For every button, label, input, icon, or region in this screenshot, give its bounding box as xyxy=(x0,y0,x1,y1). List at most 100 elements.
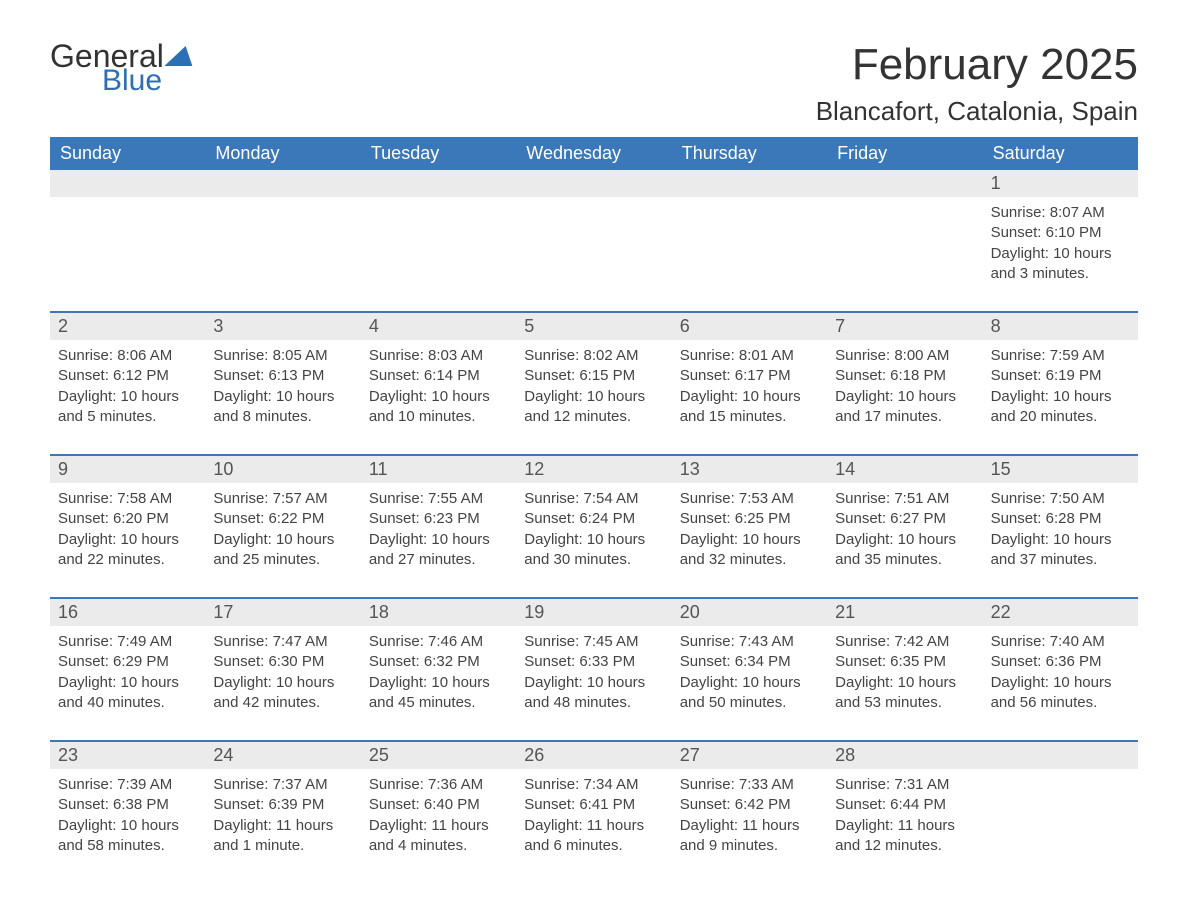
sunset-text: Sunset: 6:40 PM xyxy=(369,795,508,815)
sunrise-text: Sunrise: 7:40 AM xyxy=(991,632,1130,652)
week-row: 16171819202122Sunrise: 7:49 AMSunset: 6:… xyxy=(50,597,1138,726)
day-number: 11 xyxy=(361,456,516,483)
day1-text: Daylight: 10 hours xyxy=(835,673,974,693)
day-number: 27 xyxy=(672,742,827,769)
sunset-text: Sunset: 6:36 PM xyxy=(991,652,1130,672)
header: General Blue February 2025 Blancafort, C… xyxy=(50,40,1138,127)
day1-text: Daylight: 10 hours xyxy=(524,530,663,550)
daynum-strip: 9101112131415 xyxy=(50,454,1138,483)
location: Blancafort, Catalonia, Spain xyxy=(816,96,1138,127)
day-number xyxy=(516,170,671,197)
day-number xyxy=(50,170,205,197)
sunset-text: Sunset: 6:29 PM xyxy=(58,652,197,672)
day1-text: Daylight: 10 hours xyxy=(58,816,197,836)
day-number: 5 xyxy=(516,313,671,340)
day-cell: Sunrise: 7:59 AMSunset: 6:19 PMDaylight:… xyxy=(983,340,1138,440)
day-number: 23 xyxy=(50,742,205,769)
sunrise-text: Sunrise: 7:33 AM xyxy=(680,775,819,795)
sunset-text: Sunset: 6:25 PM xyxy=(680,509,819,529)
day-number xyxy=(672,170,827,197)
week-row: 1Sunrise: 8:07 AMSunset: 6:10 PMDaylight… xyxy=(50,170,1138,297)
day2-text: and 17 minutes. xyxy=(835,407,974,427)
day-number: 18 xyxy=(361,599,516,626)
day2-text: and 25 minutes. xyxy=(213,550,352,570)
day-cell: Sunrise: 8:00 AMSunset: 6:18 PMDaylight:… xyxy=(827,340,982,440)
day2-text: and 3 minutes. xyxy=(991,264,1130,284)
calendar: Sunday Monday Tuesday Wednesday Thursday… xyxy=(50,137,1138,869)
day1-text: Daylight: 10 hours xyxy=(991,530,1130,550)
day-cell xyxy=(516,197,671,297)
day2-text: and 5 minutes. xyxy=(58,407,197,427)
sunrise-text: Sunrise: 7:58 AM xyxy=(58,489,197,509)
day-number xyxy=(827,170,982,197)
day-header: Sunday xyxy=(50,137,205,170)
day1-text: Daylight: 10 hours xyxy=(524,673,663,693)
sunset-text: Sunset: 6:20 PM xyxy=(58,509,197,529)
day-cell: Sunrise: 7:51 AMSunset: 6:27 PMDaylight:… xyxy=(827,483,982,583)
sunrise-text: Sunrise: 8:02 AM xyxy=(524,346,663,366)
sunrise-text: Sunrise: 7:55 AM xyxy=(369,489,508,509)
day1-text: Daylight: 10 hours xyxy=(680,673,819,693)
day-number: 10 xyxy=(205,456,360,483)
day-cell: Sunrise: 7:53 AMSunset: 6:25 PMDaylight:… xyxy=(672,483,827,583)
day2-text: and 56 minutes. xyxy=(991,693,1130,713)
day-number: 12 xyxy=(516,456,671,483)
sunrise-text: Sunrise: 8:05 AM xyxy=(213,346,352,366)
day2-text: and 1 minute. xyxy=(213,836,352,856)
day-number xyxy=(205,170,360,197)
day-number: 6 xyxy=(672,313,827,340)
sunset-text: Sunset: 6:44 PM xyxy=(835,795,974,815)
day-cell: Sunrise: 7:57 AMSunset: 6:22 PMDaylight:… xyxy=(205,483,360,583)
sunrise-text: Sunrise: 7:37 AM xyxy=(213,775,352,795)
day1-text: Daylight: 10 hours xyxy=(680,387,819,407)
sunrise-text: Sunrise: 7:46 AM xyxy=(369,632,508,652)
day1-text: Daylight: 10 hours xyxy=(213,387,352,407)
day-cell: Sunrise: 7:43 AMSunset: 6:34 PMDaylight:… xyxy=(672,626,827,726)
sunset-text: Sunset: 6:10 PM xyxy=(991,223,1130,243)
day2-text: and 37 minutes. xyxy=(991,550,1130,570)
day-number: 24 xyxy=(205,742,360,769)
daynum-strip: 1 xyxy=(50,170,1138,197)
sunrise-text: Sunrise: 7:36 AM xyxy=(369,775,508,795)
day-number: 13 xyxy=(672,456,827,483)
sunset-text: Sunset: 6:27 PM xyxy=(835,509,974,529)
day-number: 9 xyxy=(50,456,205,483)
logo: General Blue xyxy=(50,40,196,96)
daynum-strip: 232425262728 xyxy=(50,740,1138,769)
day-cell: Sunrise: 8:02 AMSunset: 6:15 PMDaylight:… xyxy=(516,340,671,440)
sunset-text: Sunset: 6:15 PM xyxy=(524,366,663,386)
day-cell: Sunrise: 7:39 AMSunset: 6:38 PMDaylight:… xyxy=(50,769,205,869)
day-cell: Sunrise: 7:55 AMSunset: 6:23 PMDaylight:… xyxy=(361,483,516,583)
sunrise-text: Sunrise: 7:43 AM xyxy=(680,632,819,652)
day1-text: Daylight: 10 hours xyxy=(58,530,197,550)
day-cell xyxy=(983,769,1138,869)
day1-text: Daylight: 10 hours xyxy=(58,673,197,693)
day-header: Friday xyxy=(827,137,982,170)
day1-text: Daylight: 11 hours xyxy=(369,816,508,836)
logo-text-blue: Blue xyxy=(102,66,164,96)
sunset-text: Sunset: 6:32 PM xyxy=(369,652,508,672)
sunrise-text: Sunrise: 8:03 AM xyxy=(369,346,508,366)
sunset-text: Sunset: 6:14 PM xyxy=(369,366,508,386)
day-cell: Sunrise: 7:47 AMSunset: 6:30 PMDaylight:… xyxy=(205,626,360,726)
day-number xyxy=(361,170,516,197)
day1-text: Daylight: 10 hours xyxy=(524,387,663,407)
day-number: 19 xyxy=(516,599,671,626)
month-title: February 2025 xyxy=(816,40,1138,90)
day2-text: and 12 minutes. xyxy=(835,836,974,856)
day-cell: Sunrise: 7:45 AMSunset: 6:33 PMDaylight:… xyxy=(516,626,671,726)
day-cell: Sunrise: 7:50 AMSunset: 6:28 PMDaylight:… xyxy=(983,483,1138,583)
day-number: 25 xyxy=(361,742,516,769)
day-cell xyxy=(361,197,516,297)
day2-text: and 12 minutes. xyxy=(524,407,663,427)
sunset-text: Sunset: 6:19 PM xyxy=(991,366,1130,386)
sunset-text: Sunset: 6:39 PM xyxy=(213,795,352,815)
day-number: 15 xyxy=(983,456,1138,483)
day2-text: and 10 minutes. xyxy=(369,407,508,427)
day1-text: Daylight: 10 hours xyxy=(213,530,352,550)
day-cell: Sunrise: 7:58 AMSunset: 6:20 PMDaylight:… xyxy=(50,483,205,583)
day-cell: Sunrise: 7:40 AMSunset: 6:36 PMDaylight:… xyxy=(983,626,1138,726)
sunset-text: Sunset: 6:12 PM xyxy=(58,366,197,386)
week-row: 232425262728Sunrise: 7:39 AMSunset: 6:38… xyxy=(50,740,1138,869)
sunrise-text: Sunrise: 7:31 AM xyxy=(835,775,974,795)
